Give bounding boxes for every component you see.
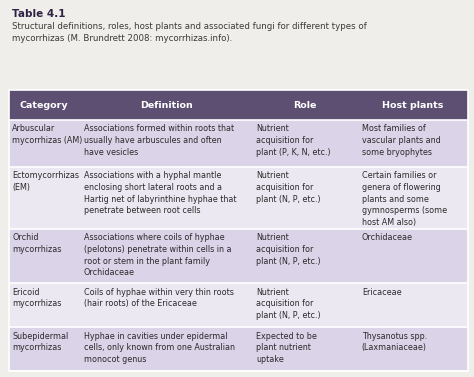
Bar [9, 229, 468, 283]
Text: Ericoid
mycorrhizas: Ericoid mycorrhizas [12, 288, 62, 308]
Text: Table 4.1: Table 4.1 [12, 9, 65, 20]
Text: Associations with a hyphal mantle
enclosing short lateral roots and a
Hartig net: Associations with a hyphal mantle enclos… [83, 172, 236, 215]
Text: Structural definitions, roles, host plants and associated fungi for different ty: Structural definitions, roles, host plan… [12, 22, 366, 43]
Text: Nutrient
acquisition for
plant (P, K, N, etc.): Nutrient acquisition for plant (P, K, N,… [256, 124, 331, 157]
Text: Nutrient
acquisition for
plant (N, P, etc.): Nutrient acquisition for plant (N, P, et… [256, 288, 320, 320]
Text: Ectomycorrhizas
(EM): Ectomycorrhizas (EM) [12, 172, 79, 192]
Text: Role: Role [293, 101, 317, 110]
Text: Associations formed within roots that
usually have arbuscules and often
have ves: Associations formed within roots that us… [83, 124, 234, 157]
Text: Ericaceae: Ericaceae [362, 288, 401, 297]
Bar [9, 120, 468, 167]
Text: Certain families or
genera of flowering
plants and some
gymnosperms (some
host A: Certain families or genera of flowering … [362, 172, 447, 227]
Text: Arbuscular
mycorrhizas (AM): Arbuscular mycorrhizas (AM) [12, 124, 82, 145]
Text: Definition: Definition [140, 101, 192, 110]
Bar [9, 327, 468, 371]
Text: Nutrient
acquisition for
plant (N, P, etc.): Nutrient acquisition for plant (N, P, et… [256, 233, 320, 265]
Text: Category: Category [20, 101, 68, 110]
Text: Host plants: Host plants [383, 101, 444, 110]
Text: Expected to be
plant nutrient
uptake: Expected to be plant nutrient uptake [256, 332, 317, 364]
Text: Subepidermal
mycorrhizas: Subepidermal mycorrhizas [12, 332, 69, 352]
Bar [9, 167, 468, 229]
Text: Orchid
mycorrhizas: Orchid mycorrhizas [12, 233, 62, 254]
Text: Coils of hyphae within very thin roots
(hair roots) of the Ericaceae: Coils of hyphae within very thin roots (… [83, 288, 234, 308]
Text: Thysanotus spp.
(Laxmaniaceae): Thysanotus spp. (Laxmaniaceae) [362, 332, 427, 352]
Text: Hyphae in cavities under epidermal
cells, only known from one Australian
monocot: Hyphae in cavities under epidermal cells… [83, 332, 235, 364]
Text: Nutrient
acquisition for
plant (N, P, etc.): Nutrient acquisition for plant (N, P, et… [256, 172, 320, 204]
Text: Orchidaceae: Orchidaceae [362, 233, 413, 242]
Bar [9, 90, 468, 120]
Text: Most families of
vascular plants and
some bryophytes: Most families of vascular plants and som… [362, 124, 440, 157]
Bar [9, 283, 468, 327]
Bar [9, 90, 468, 371]
Text: Associations where coils of hyphae
(pelotons) penetrate within cells in a
root o: Associations where coils of hyphae (pelo… [83, 233, 231, 277]
